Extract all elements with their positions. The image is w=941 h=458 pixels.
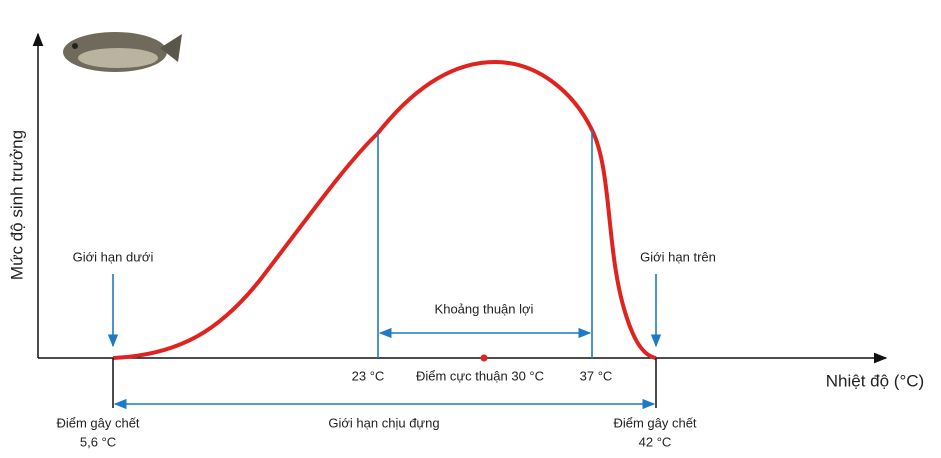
y-axis-label: Mức độ sinh trưởng xyxy=(7,130,26,280)
upper-limit-label: Giới hạn trên xyxy=(640,249,716,264)
lower-death-point: Điểm gây chết xyxy=(56,415,139,430)
favorable-start: 23 °C xyxy=(352,368,385,383)
favorable-label: Khoảng thuận lợi xyxy=(435,301,534,316)
lower-limit-label: Giới hạn dưới xyxy=(73,249,154,264)
x-axis-label: Nhiệt độ (°C) xyxy=(826,371,924,390)
favorable-end: 37 °C xyxy=(580,368,613,383)
optimum-point xyxy=(480,354,488,362)
tolerance-label: Giới hạn chịu đựng xyxy=(328,415,439,430)
upper-death-temp: 42 °C xyxy=(639,434,672,449)
fish-icon xyxy=(63,32,182,72)
upper-death-point: Điểm gây chết xyxy=(613,415,696,430)
lower-death-temp: 5,6 °C xyxy=(80,434,116,449)
growth-curve xyxy=(112,59,657,360)
optimum-label: Điểm cực thuận 30 °C xyxy=(416,368,544,383)
